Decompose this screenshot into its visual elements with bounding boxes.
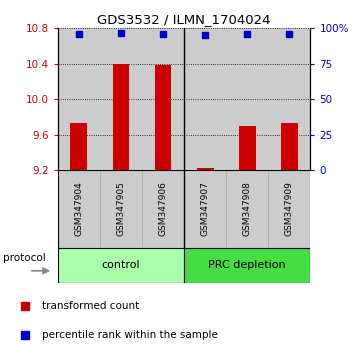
Bar (239, 126, 256, 170)
Bar (226, 28, 268, 170)
Text: GSM347906: GSM347906 (158, 181, 168, 236)
FancyBboxPatch shape (100, 170, 142, 248)
FancyBboxPatch shape (184, 248, 310, 283)
FancyBboxPatch shape (268, 170, 310, 248)
Bar (100, 28, 142, 170)
Bar (142, 28, 184, 170)
Bar (281, 123, 298, 170)
Bar (70, 123, 87, 170)
Text: GSM347908: GSM347908 (243, 181, 252, 236)
FancyBboxPatch shape (142, 170, 184, 248)
Text: PRC depletion: PRC depletion (208, 261, 286, 270)
Bar (58, 28, 100, 170)
Bar (197, 168, 214, 170)
FancyBboxPatch shape (58, 248, 184, 283)
Bar (155, 64, 171, 170)
Title: GDS3532 / ILMN_1704024: GDS3532 / ILMN_1704024 (97, 13, 271, 26)
Text: GSM347909: GSM347909 (285, 181, 294, 236)
Text: control: control (102, 261, 140, 270)
Bar (184, 28, 226, 170)
FancyBboxPatch shape (226, 170, 268, 248)
Bar (113, 64, 129, 170)
Text: GSM347904: GSM347904 (74, 182, 83, 236)
FancyBboxPatch shape (184, 170, 226, 248)
Bar (268, 28, 310, 170)
Text: GSM347907: GSM347907 (201, 181, 210, 236)
Text: transformed count: transformed count (42, 301, 139, 310)
Text: protocol: protocol (3, 253, 45, 263)
FancyBboxPatch shape (58, 170, 100, 248)
Text: GSM347905: GSM347905 (117, 181, 125, 236)
Text: percentile rank within the sample: percentile rank within the sample (42, 330, 218, 340)
